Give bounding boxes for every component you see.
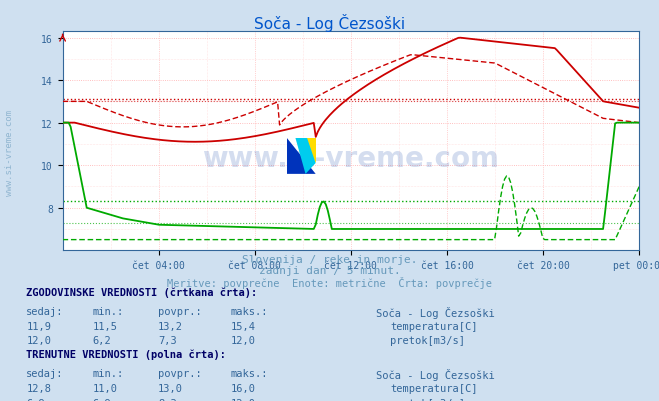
Polygon shape xyxy=(287,138,316,174)
Text: 6,9: 6,9 xyxy=(92,398,111,401)
Text: Soča - Log Čezsoški: Soča - Log Čezsoški xyxy=(376,368,494,380)
Text: 6,9: 6,9 xyxy=(26,398,45,401)
Text: 13,2: 13,2 xyxy=(158,321,183,331)
Text: povpr.:: povpr.: xyxy=(158,368,202,378)
Text: 11,9: 11,9 xyxy=(26,321,51,331)
Text: min.:: min.: xyxy=(92,368,123,378)
Text: temperatura[C]: temperatura[C] xyxy=(390,383,478,393)
Text: 7,3: 7,3 xyxy=(158,336,177,346)
Text: povpr.:: povpr.: xyxy=(158,306,202,316)
Text: 12,0: 12,0 xyxy=(26,336,51,346)
Text: TRENUTNE VREDNOSTI (polna črta):: TRENUTNE VREDNOSTI (polna črta): xyxy=(26,349,226,359)
Polygon shape xyxy=(301,138,316,164)
Text: www.si-vreme.com: www.si-vreme.com xyxy=(5,109,14,195)
Text: 12,0: 12,0 xyxy=(231,398,256,401)
Text: Slovenija / reke in morje.: Slovenija / reke in morje. xyxy=(242,255,417,265)
Text: ZGODOVINSKE VREDNOSTI (črtkana črta):: ZGODOVINSKE VREDNOSTI (črtkana črta): xyxy=(26,287,258,297)
Text: sedaj:: sedaj: xyxy=(26,306,64,316)
Text: 6,2: 6,2 xyxy=(92,336,111,346)
Text: maks.:: maks.: xyxy=(231,368,268,378)
Text: pretok[m3/s]: pretok[m3/s] xyxy=(390,336,465,346)
Text: zadnji dan / 5 minut.: zadnji dan / 5 minut. xyxy=(258,265,401,275)
Text: maks.:: maks.: xyxy=(231,306,268,316)
Text: 16,0: 16,0 xyxy=(231,383,256,393)
Text: Meritve: povprečne  Enote: metrične  Črta: povprečje: Meritve: povprečne Enote: metrične Črta:… xyxy=(167,276,492,288)
Text: 15,4: 15,4 xyxy=(231,321,256,331)
Text: 12,8: 12,8 xyxy=(26,383,51,393)
Polygon shape xyxy=(295,138,316,174)
Text: temperatura[C]: temperatura[C] xyxy=(390,321,478,331)
Text: 12,0: 12,0 xyxy=(231,336,256,346)
Text: Soča - Log Čezsoški: Soča - Log Čezsoški xyxy=(254,14,405,32)
Text: www.si-vreme.com: www.si-vreme.com xyxy=(202,145,500,173)
Text: 11,5: 11,5 xyxy=(92,321,117,331)
Text: sedaj:: sedaj: xyxy=(26,368,64,378)
Text: 13,0: 13,0 xyxy=(158,383,183,393)
Text: 11,0: 11,0 xyxy=(92,383,117,393)
Text: Soča - Log Čezsoški: Soča - Log Čezsoški xyxy=(376,306,494,318)
Text: min.:: min.: xyxy=(92,306,123,316)
Text: pretok[m3/s]: pretok[m3/s] xyxy=(390,398,465,401)
Text: 8,3: 8,3 xyxy=(158,398,177,401)
